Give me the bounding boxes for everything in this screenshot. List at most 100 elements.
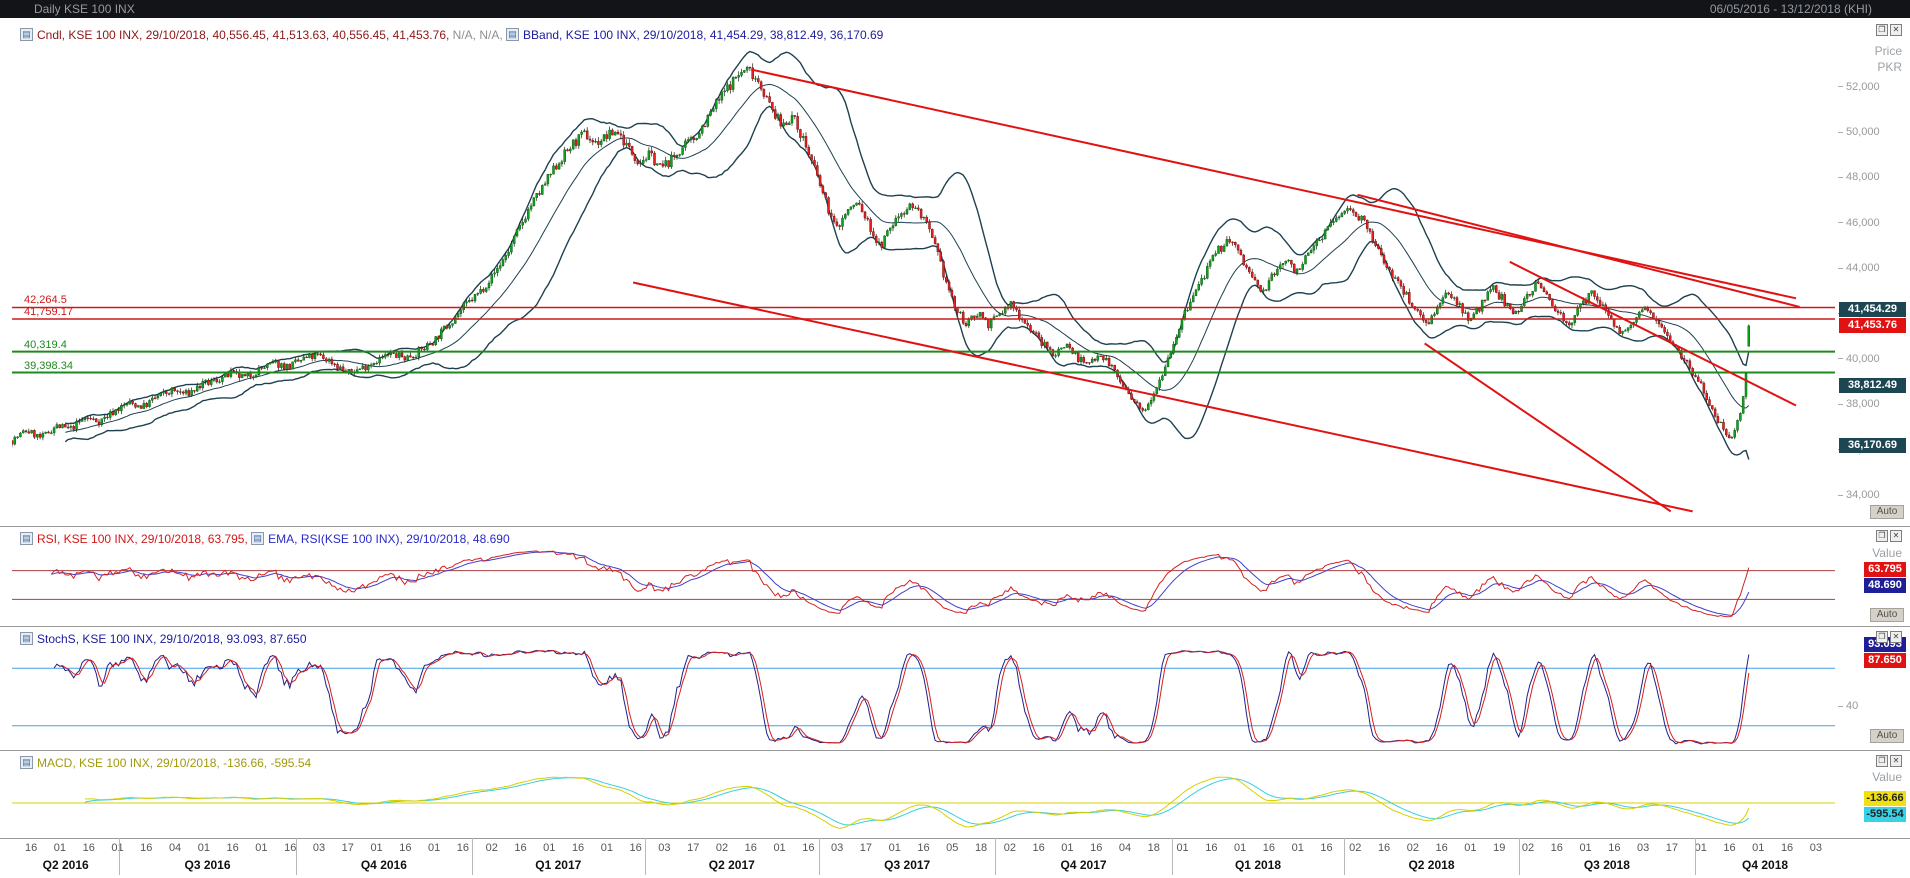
rsi-autoscale-button[interactable]: Auto	[1870, 608, 1904, 622]
quarter-separator	[819, 838, 821, 875]
date-tick: 16	[629, 842, 642, 854]
value-badge: 48.690	[1864, 577, 1906, 593]
date-tick: 01	[53, 842, 67, 854]
restore-icon[interactable]: ❐	[1876, 631, 1888, 643]
date-tick: 16	[1262, 842, 1276, 854]
date-tick: 17	[341, 842, 354, 854]
y-axis-label: 52,000	[1838, 81, 1880, 93]
date-tick: 01	[1752, 842, 1765, 854]
date-tick: 03	[1809, 842, 1822, 854]
window-date-range: 06/05/2016 - 13/12/2018 (KHI)	[1709, 2, 1872, 16]
rsi-legend: ▤ RSI, KSE 100 INX, 29/10/2018, 63.795, ▤…	[20, 531, 510, 546]
y-axis-label: 34,000	[1838, 489, 1880, 501]
y-axis-label: 40,000	[1838, 353, 1880, 365]
date-tick: 02	[1003, 842, 1016, 854]
quarter-separator	[1344, 838, 1346, 875]
value-badge: -595.54	[1864, 806, 1906, 822]
legend-text: BBand, KSE 100 INX, 29/10/2018, 41,454.2…	[523, 27, 884, 42]
panel-divider	[0, 750, 1910, 751]
date-tick: 18	[974, 842, 988, 854]
rsi-axis-title: Value	[1872, 546, 1902, 560]
indicator-icon[interactable]: ▤	[251, 532, 265, 545]
legend-text: RSI, KSE 100 INX, 29/10/2018, 63.795,	[37, 531, 252, 546]
indicator-icon[interactable]: ▤	[506, 28, 520, 41]
rsi-line	[50, 550, 1750, 618]
macd-legend: ▤ MACD, KSE 100 INX, 29/10/2018, -136.66,…	[20, 755, 311, 770]
price-axis-unit: PKR	[1877, 60, 1902, 74]
main-panel-controls: ❐ ✕	[1876, 24, 1902, 36]
date-tick: 16	[1723, 842, 1736, 854]
quarter-separator	[472, 838, 474, 875]
date-tick: 01	[1061, 842, 1074, 854]
date-tick: 16	[284, 842, 297, 854]
quarter-separator	[995, 838, 997, 875]
date-tick: 02	[1406, 842, 1419, 854]
quarter-label: Q4 2018	[1742, 858, 1789, 872]
main-autoscale-button[interactable]: Auto	[1870, 505, 1904, 519]
date-tick: 01	[1176, 842, 1189, 854]
date-tick: 01	[1464, 842, 1477, 854]
y-axis-label: 48,000	[1838, 171, 1880, 183]
stoch-autoscale-button[interactable]: Auto	[1870, 729, 1904, 743]
panel-divider	[0, 838, 1910, 839]
quarter-separator	[295, 838, 297, 875]
panel-divider	[0, 626, 1910, 627]
y-axis-label: 38,000	[1838, 398, 1880, 410]
date-tick: 02	[1349, 842, 1362, 854]
candle-wicks	[12, 63, 1750, 448]
close-icon[interactable]: ✕	[1890, 631, 1902, 643]
date-tick: 16	[25, 842, 38, 854]
date-tick: 16	[1780, 842, 1794, 854]
date-tick: 16	[1205, 842, 1218, 854]
date-tick: 16	[1550, 842, 1563, 854]
date-tick: 02	[485, 842, 498, 854]
stoch-panel-controls: ❐ ✕	[1876, 631, 1902, 643]
close-icon[interactable]: ✕	[1890, 755, 1902, 767]
quarter-label: Q1 2018	[1234, 858, 1282, 872]
date-tick: 16	[226, 842, 239, 854]
indicator-icon[interactable]: ▤	[20, 632, 33, 645]
indicator-icon[interactable]: ▤	[20, 756, 33, 769]
date-tick: 01	[197, 842, 210, 854]
close-icon[interactable]: ✕	[1890, 24, 1902, 36]
quarter-label: Q4 2017	[1060, 858, 1107, 872]
date-tick: 01	[1291, 842, 1304, 854]
value-badge: 41,453.76	[1839, 317, 1906, 333]
rsi-ema-line	[51, 551, 1750, 616]
date-tick: 18	[1147, 842, 1160, 854]
y-axis-label: 50,000	[1838, 126, 1880, 138]
restore-icon[interactable]: ❐	[1876, 755, 1888, 767]
price-level-label: 40,319.4	[24, 338, 67, 351]
rsi-panel-controls: ❐ ✕	[1876, 530, 1902, 542]
stoch-axis-tick: 40	[1838, 700, 1858, 712]
restore-icon[interactable]: ❐	[1876, 530, 1888, 542]
price-level-label: 41,759.17	[24, 305, 73, 318]
quarter-separator	[119, 838, 121, 875]
date-tick: 16	[456, 842, 470, 854]
indicator-icon[interactable]: ▤	[20, 532, 33, 545]
date-tick: 17	[1665, 842, 1679, 854]
date-tick: 01	[428, 842, 441, 854]
main-legend: ▤ Cndl, KSE 100 INX, 29/10/2018, 40,556.4…	[20, 27, 883, 42]
macd-signal-line	[84, 777, 1750, 826]
date-tick: 16	[1320, 842, 1333, 854]
legend-text: N/A, N/A,	[449, 27, 507, 42]
value-badge: 36,170.69	[1839, 437, 1906, 453]
close-icon[interactable]: ✕	[1890, 530, 1902, 542]
date-tick: 16	[1090, 842, 1103, 854]
date-tick: 03	[658, 842, 671, 854]
date-tick: 16	[82, 842, 95, 854]
date-tick: 16	[1032, 842, 1045, 854]
date-tick: 01	[255, 842, 268, 854]
date-tick: 02	[1521, 842, 1535, 854]
date-tick: 03	[312, 842, 326, 854]
date-tick: 01	[111, 842, 124, 854]
quarter-label: Q2 2018	[1408, 858, 1455, 872]
quarter-label: Q3 2016	[184, 858, 231, 872]
macd-line	[84, 776, 1750, 829]
restore-icon[interactable]: ❐	[1876, 24, 1888, 36]
quarter-label: Q1 2017	[535, 858, 582, 872]
indicator-icon[interactable]: ▤	[20, 28, 33, 41]
